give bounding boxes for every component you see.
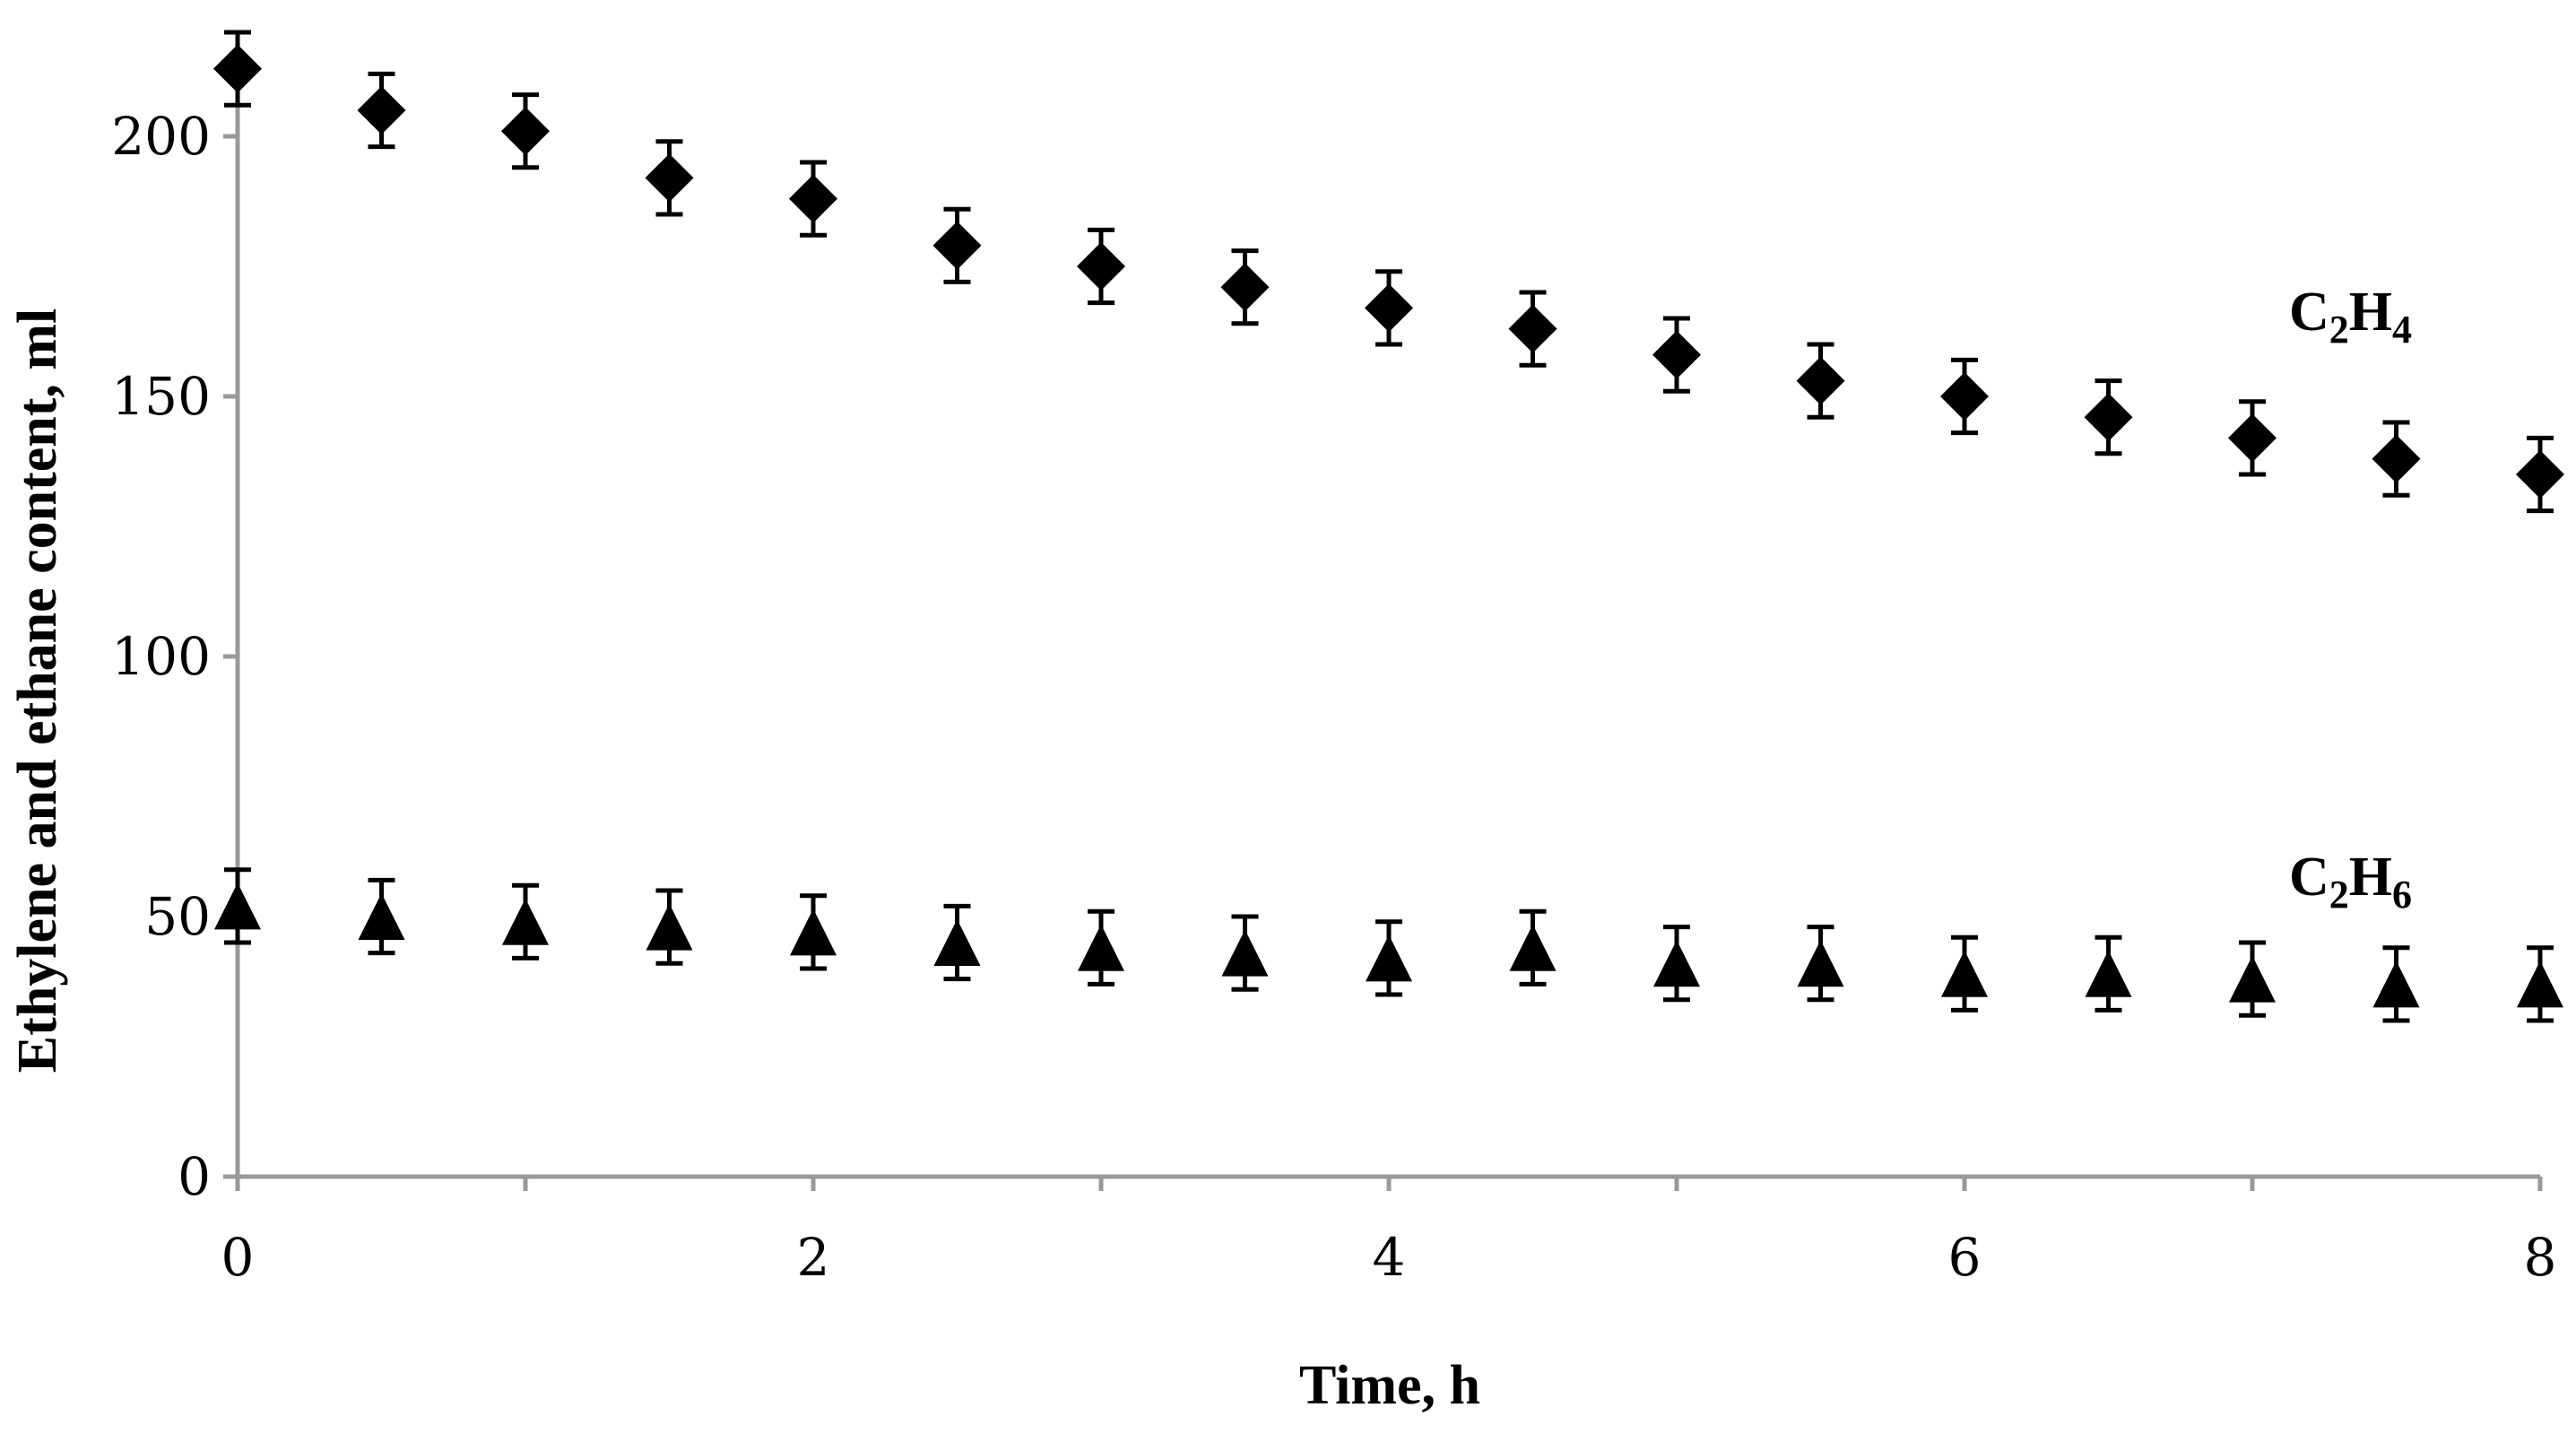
diamond-marker [1940,372,1989,421]
diamond-marker [1365,283,1413,333]
data-point-ethane [790,893,837,971]
data-points [213,30,2564,1023]
data-point-ethane [502,882,549,960]
x-tick-label: 2 [797,1227,830,1288]
triangle-marker [2085,950,2132,997]
triangle-marker [1366,934,1412,982]
data-point-ethane [1941,934,1988,1012]
diamond-marker [1077,242,1125,291]
diamond-marker [501,107,550,156]
data-point-ethylene [2516,435,2564,514]
data-point-ethane [214,867,261,945]
data-point-ethane [1366,919,1412,997]
data-point-ethane [1509,908,1557,986]
diamond-marker [1508,304,1557,353]
x-tick-label: 8 [2524,1227,2557,1288]
data-point-ethylene [1077,227,1125,306]
diamond-marker [2228,413,2277,463]
y-tick-label: 150 [111,366,211,427]
y-tick-label: 50 [144,886,211,947]
series-label-ethane-sub2: 6 [2392,873,2412,917]
diamond-marker [789,174,837,223]
axes [223,32,2543,1191]
series-label-ethane-h: H [2349,847,2392,908]
data-point-ethylene [1652,316,1701,394]
data-point-ethane [1797,925,1844,1003]
y-axis-title: Ethylene and ethane content, ml [7,309,68,1073]
series-label-ethylene-sub2: 4 [2392,308,2412,352]
data-point-ethane [1653,925,1700,1003]
diamond-marker [1796,356,1845,405]
series-label-ethylene-sub1: 2 [2329,308,2349,352]
series-label-ethane-sub1: 2 [2329,873,2349,917]
diamond-marker [2084,393,2133,442]
data-point-ethane [2229,940,2276,1018]
series-label-ethylene-c: C [2289,282,2329,343]
triangle-marker [2372,960,2420,1008]
triangle-marker [1941,950,1988,997]
data-point-ethylene [2084,378,2133,456]
data-point-ethylene [213,30,262,108]
triangle-marker [2517,960,2563,1008]
triangle-marker [1653,940,1700,987]
triangle-marker [358,893,405,940]
diamond-marker [213,44,262,93]
data-point-ethane [1078,908,1124,986]
data-point-ethylene [932,206,982,284]
triangle-marker [1221,929,1269,977]
data-point-ethane [1221,914,1269,992]
x-tick-label: 6 [1948,1227,1982,1288]
data-point-ethylene [1796,342,1845,420]
data-point-ethane [358,877,405,956]
triangle-marker [502,898,549,945]
data-point-ethylene [501,92,550,170]
data-point-ethylene [1365,269,1413,347]
diamond-marker [645,153,694,203]
diamond-marker [357,86,406,135]
data-point-ethylene [357,71,406,150]
diamond-marker [2372,434,2421,483]
triangle-marker [2229,955,2276,1003]
y-tick-label: 200 [111,106,211,167]
data-point-ethane [2085,934,2132,1012]
y-tick-label: 100 [111,626,211,687]
triangle-marker [1797,940,1844,987]
triangle-marker [1078,924,1124,971]
data-point-ethylene [1508,290,1557,368]
triangle-marker [933,919,981,966]
data-point-ethane [933,903,981,982]
data-point-ethylene [1220,248,1270,326]
triangle-marker [646,903,693,951]
diamond-marker [932,221,982,270]
triangle-marker [790,908,837,956]
diamond-marker [2516,450,2564,499]
x-tick-label: 0 [221,1227,255,1288]
data-point-ethane [2372,945,2420,1023]
data-point-ethylene [2372,420,2421,498]
data-point-ethylene [2228,399,2277,477]
series-label-ethylene: C2H4 [2289,282,2412,352]
triangle-marker [214,882,261,930]
series-label-ethylene-h: H [2349,282,2392,343]
triangle-marker [1509,924,1557,971]
x-tick-label: 4 [1373,1227,1406,1288]
data-point-ethane [2517,945,2563,1023]
data-point-ethylene [1940,357,1989,436]
y-tick-label: 0 [178,1146,211,1207]
x-axis-title: Time, h [1299,1355,1480,1416]
diamond-marker [1220,263,1270,312]
series-label-ethane-c: C [2289,847,2329,908]
data-point-ethylene [645,139,694,217]
data-point-ethylene [789,160,837,238]
series-label-ethane: C2H6 [2289,847,2412,917]
diamond-marker [1652,330,1701,379]
data-point-ethane [646,888,693,966]
